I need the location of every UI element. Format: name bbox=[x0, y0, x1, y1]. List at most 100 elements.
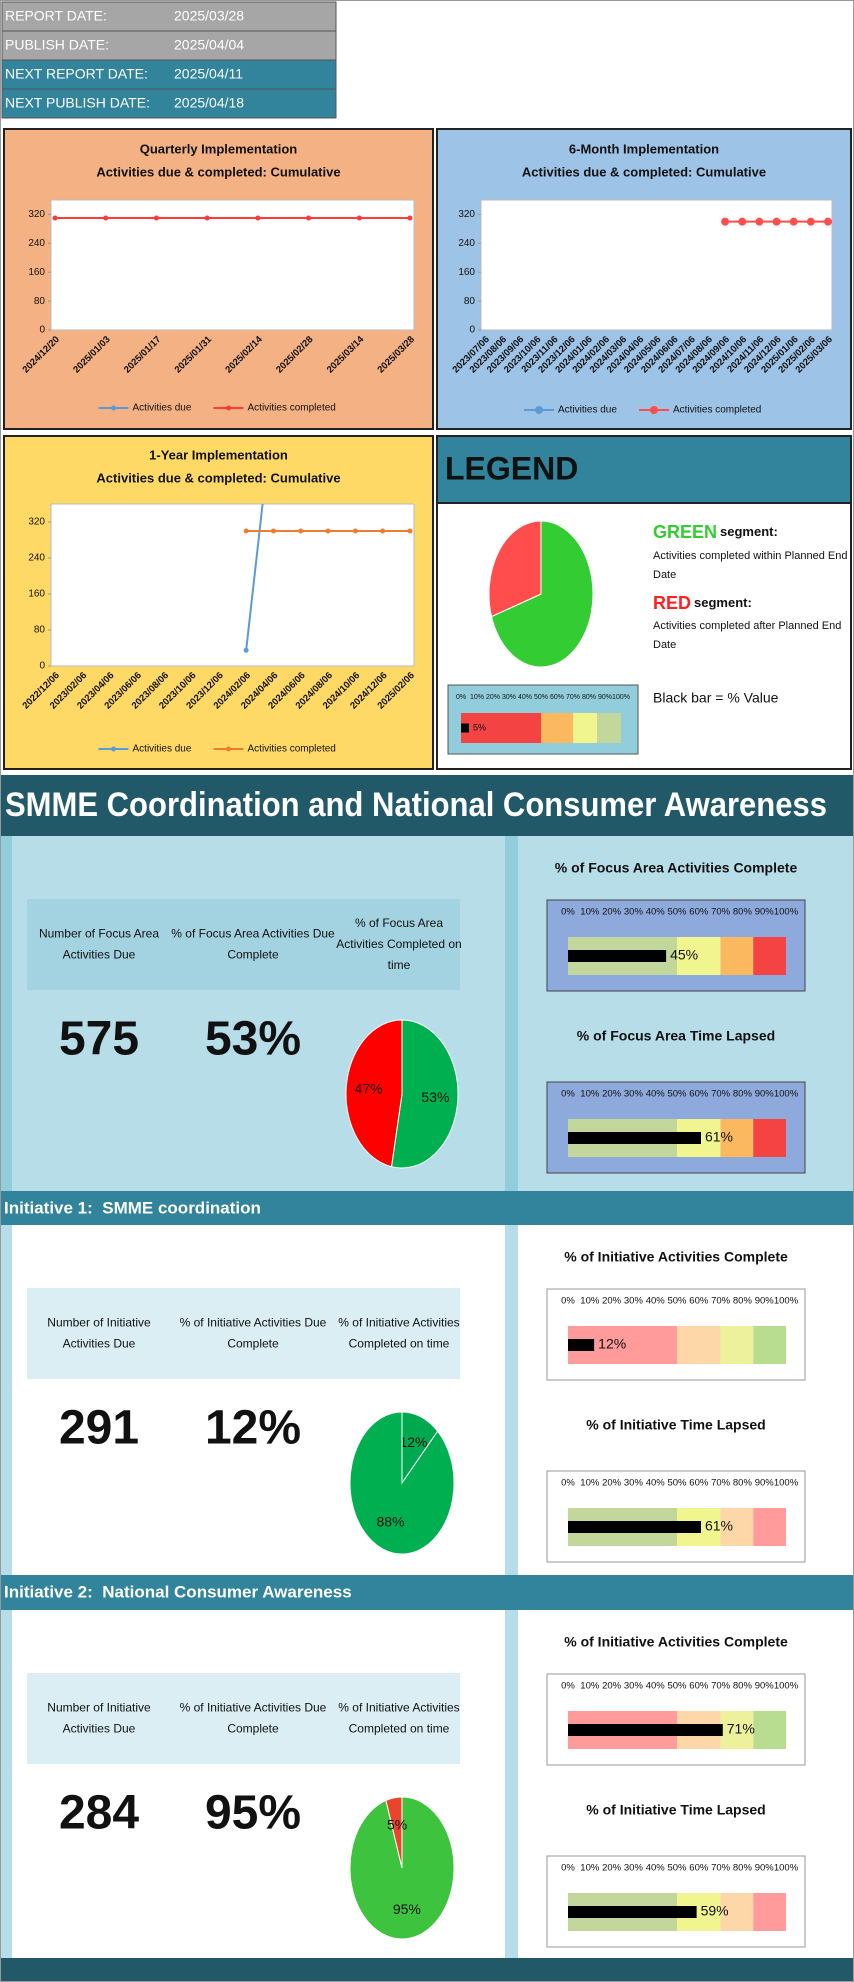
gauge-tick-label: 0% bbox=[561, 1863, 575, 1874]
gauge-zone bbox=[753, 1893, 786, 1931]
header-label: NEXT REPORT DATE: bbox=[5, 66, 148, 82]
gauge-tick-label: 100% bbox=[774, 1089, 799, 1100]
series-marker bbox=[325, 528, 331, 534]
gauge-tick-label: 50% bbox=[667, 1089, 687, 1100]
kpi-percent: 95% bbox=[205, 1787, 301, 1840]
pie-label: 5% bbox=[387, 1817, 407, 1833]
gauge-tick-label: 40% bbox=[646, 1863, 666, 1874]
header-row bbox=[1, 30, 337, 61]
gauge-tick-label: 0% bbox=[456, 694, 466, 701]
gauge-tick-label: 30% bbox=[624, 907, 644, 918]
series-marker bbox=[407, 528, 413, 534]
pie-label: 95% bbox=[393, 1901, 421, 1917]
gauge-value-label: 12% bbox=[598, 1336, 626, 1352]
section-band bbox=[0, 1191, 854, 1225]
gauge-tick-label: 30% bbox=[624, 1478, 644, 1489]
kpi-header: Activities Due bbox=[63, 1722, 136, 1736]
chart-subtitle: Activities due & completed: Cumulative bbox=[96, 164, 340, 179]
series-marker bbox=[789, 217, 798, 226]
legend-label: Activities completed bbox=[248, 744, 336, 755]
chart-subtitle: Activities due & completed: Cumulative bbox=[522, 164, 766, 179]
gauge-title: % of Initiative Activities Complete bbox=[564, 1249, 788, 1265]
chart-subtitle: Activities due & completed: Cumulative bbox=[96, 470, 340, 485]
gauge-tick-label: 70% bbox=[566, 694, 580, 701]
pie-label: 12% bbox=[399, 1434, 427, 1450]
gauge-tick-label: 90% bbox=[755, 907, 775, 918]
chart-title: 6-Month Implementation bbox=[569, 141, 719, 156]
legend-marker bbox=[111, 405, 116, 411]
kpi-header: % of Initiative Activities Due bbox=[180, 1316, 327, 1330]
section-band bbox=[0, 775, 854, 836]
gauge-zone bbox=[677, 1326, 721, 1364]
legend-marker bbox=[535, 406, 543, 414]
legend-label: Activities completed bbox=[248, 403, 336, 414]
gauge-tick-label: 60% bbox=[689, 1089, 709, 1100]
chart-title: Quarterly Implementation bbox=[140, 141, 298, 156]
gauge-tick-label: 60% bbox=[550, 694, 564, 701]
gauge-zone bbox=[753, 1711, 786, 1749]
gauge-tick-label: 90% bbox=[755, 1089, 775, 1100]
kpi-header: % of Initiative Activities bbox=[338, 1316, 459, 1330]
legend-desc: Activities completed within Planned End bbox=[653, 550, 847, 562]
header-row bbox=[1, 88, 337, 119]
y-tick-label: 320 bbox=[28, 209, 45, 220]
gauge-tick-label: 80% bbox=[733, 1089, 753, 1100]
legend-segment-word: RED bbox=[653, 593, 691, 613]
legend-marker bbox=[226, 746, 231, 752]
section-divider bbox=[505, 1225, 518, 1575]
y-tick-label: 160 bbox=[28, 589, 45, 600]
pie-label: 88% bbox=[376, 1513, 404, 1529]
series-marker bbox=[243, 528, 249, 534]
gauge-tick-label: 50% bbox=[534, 694, 548, 701]
gauge-tick-label: 40% bbox=[646, 907, 666, 918]
series-marker bbox=[204, 215, 210, 221]
gauge-tick-label: 60% bbox=[689, 1478, 709, 1489]
gauge-tick-label: 50% bbox=[667, 1296, 687, 1307]
gauge-tick-label: 0% bbox=[561, 907, 575, 918]
gauge-value-bar bbox=[568, 950, 667, 962]
kpi-header: Complete bbox=[227, 1722, 279, 1736]
gauge-tick-label: 100% bbox=[774, 1681, 799, 1692]
header-label: REPORT DATE: bbox=[5, 8, 107, 24]
gauge-tick-label: 60% bbox=[689, 907, 709, 918]
legend-desc: Date bbox=[653, 639, 676, 651]
gauge-tick-label: 80% bbox=[733, 907, 753, 918]
gauge-tick-label: 10% bbox=[580, 1296, 600, 1307]
gauge-zone bbox=[461, 713, 541, 743]
series-marker bbox=[806, 217, 815, 226]
header-row bbox=[1, 59, 337, 90]
series-marker bbox=[738, 217, 747, 226]
legend-desc: Activities completed after Planned End bbox=[653, 620, 841, 632]
series-marker bbox=[380, 528, 386, 534]
series-marker bbox=[52, 215, 58, 221]
gauge-zone bbox=[753, 1326, 786, 1364]
legend-segment-suffix: segment: bbox=[720, 524, 778, 539]
gauge-tick-label: 90% bbox=[755, 1863, 775, 1874]
plot-area bbox=[50, 199, 415, 331]
gauge-tick-label: 0% bbox=[561, 1089, 575, 1100]
section-edge bbox=[0, 1225, 12, 1575]
series-group bbox=[52, 215, 413, 221]
gauge-tick-label: 80% bbox=[733, 1863, 753, 1874]
gauge-value-bar bbox=[568, 1132, 701, 1144]
legend-marker bbox=[226, 405, 231, 411]
section-title: SMME Coordination and National Consumer … bbox=[5, 786, 827, 824]
gauge-zone bbox=[720, 1893, 754, 1931]
gauge-tick-label: 50% bbox=[667, 1863, 687, 1874]
series-group bbox=[721, 217, 832, 226]
gauge-tick-label: 20% bbox=[602, 1478, 622, 1489]
legend-marker bbox=[650, 406, 658, 414]
gauge-zone bbox=[720, 1119, 754, 1157]
kpi-header: % of Initiative Activities bbox=[338, 1701, 459, 1715]
series-marker bbox=[243, 647, 249, 653]
gauge-tick-label: 30% bbox=[624, 1296, 644, 1307]
gauge-value-bar bbox=[568, 1724, 723, 1736]
header-value: 2025/04/04 bbox=[174, 37, 244, 53]
legend-header bbox=[436, 435, 852, 504]
series-marker bbox=[755, 217, 764, 226]
plot-area bbox=[50, 503, 415, 667]
gauge-tick-label: 70% bbox=[711, 1478, 731, 1489]
legend-desc: Date bbox=[653, 569, 676, 581]
legend-segment: GREEN segment: bbox=[653, 522, 778, 542]
